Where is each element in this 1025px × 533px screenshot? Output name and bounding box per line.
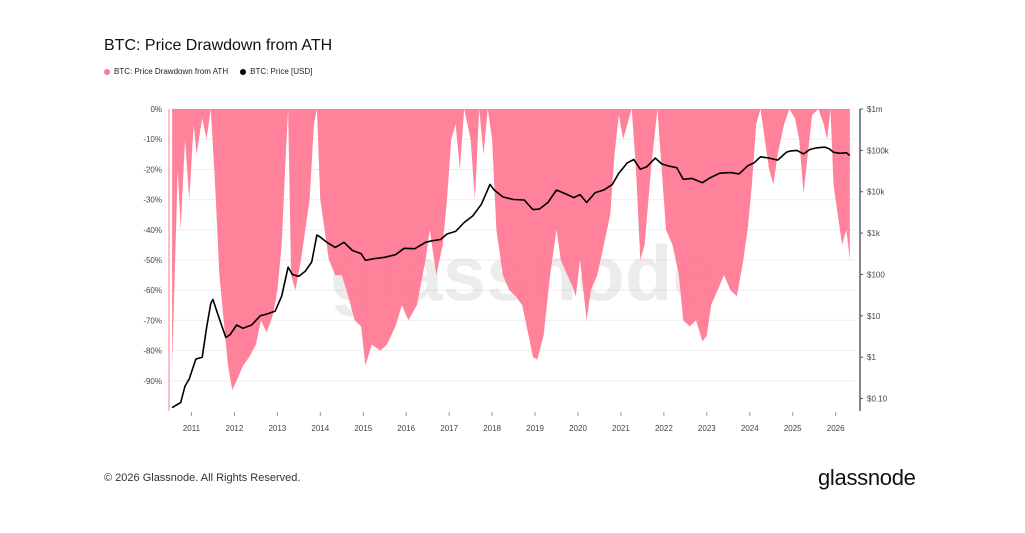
left-tick-label: -20% [143, 165, 162, 174]
drawdown-area-series [172, 109, 850, 390]
left-tick-label: -40% [143, 226, 162, 235]
glassnode-logo[interactable]: glassnode [818, 465, 916, 490]
x-tick-label: 2023 [698, 424, 716, 433]
x-tick-label: 2012 [226, 424, 244, 433]
x-tick-label: 2025 [784, 424, 802, 433]
x-tick-label: 2011 [183, 424, 201, 433]
x-tick-label: 2018 [483, 424, 501, 433]
left-tick-label: -10% [143, 135, 162, 144]
left-tick-label: -80% [143, 347, 162, 356]
left-tick-label: -30% [143, 196, 162, 205]
x-tick-label: 2022 [655, 424, 673, 433]
x-tick-label: 2016 [397, 424, 415, 433]
right-tick-label: $100k [867, 146, 890, 155]
price-line [171, 146, 851, 409]
left-tick-label: -50% [143, 256, 162, 265]
x-tick-label: 2024 [741, 424, 759, 433]
right-tick-label: $1 [867, 353, 876, 362]
x-tick-label: 2017 [440, 424, 458, 433]
legend-dot-drawdown [104, 68, 110, 75]
right-y-axis-ticks: $1m $100k $10k $1k $100 $10 $1 $0.10 [860, 105, 890, 404]
legend-item-price[interactable]: BTC: Price [USD] [240, 67, 312, 76]
price-line-series [171, 146, 851, 409]
x-axis-ticks: 2011 2012 2013 2014 2015 2016 2017 2018 2019 2020… [183, 412, 845, 433]
drawdown-area [172, 109, 850, 390]
x-tick-label: 2021 [612, 424, 630, 433]
right-tick-label: $100 [867, 270, 885, 279]
right-tick-label: $1k [867, 229, 881, 238]
x-tick-label: 2015 [354, 424, 372, 433]
x-tick-label: 2014 [311, 424, 329, 433]
left-tick-label: 0% [150, 105, 162, 114]
left-tick-label: -70% [143, 316, 162, 325]
right-tick-label: $10k [867, 188, 885, 197]
legend-dot-price [240, 68, 247, 75]
chart-title: BTC: Price Drawdown from ATH [104, 37, 333, 54]
right-tick-label: $0.10 [867, 395, 888, 404]
right-tick-label: $1m [867, 105, 883, 114]
right-tick-label: $10 [867, 312, 881, 321]
x-tick-label: 2013 [268, 424, 286, 433]
legend-label-price: BTC: Price [USD] [250, 67, 313, 76]
legend-label-drawdown: BTC: Price Drawdown from ATH [114, 67, 229, 76]
left-tick-label: -60% [143, 286, 162, 295]
x-tick-label: 2020 [569, 424, 587, 433]
legend: BTC: Price Drawdown from ATH BTC: Price … [104, 67, 312, 76]
legend-item-drawdown[interactable]: BTC: Price Drawdown from ATH [104, 67, 228, 76]
x-tick-label: 2019 [526, 424, 544, 433]
copyright-text: © 2026 Glassnode. All Rights Reserved. [104, 472, 301, 484]
x-tick-label: 2026 [827, 424, 845, 433]
left-y-axis-ticks: 0% -10% -20% -30% -40% -50% -60% -70% -80% -90% [143, 105, 162, 386]
axes [168, 109, 861, 411]
left-tick-label: -90% [143, 377, 162, 386]
